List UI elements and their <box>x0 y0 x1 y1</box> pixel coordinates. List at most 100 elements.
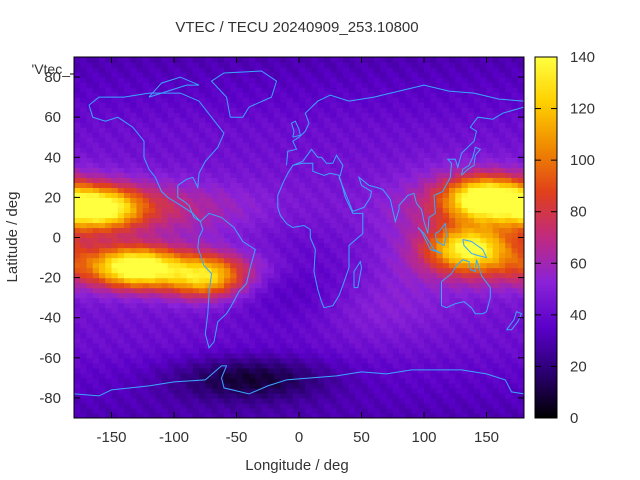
vtec-cell <box>242 142 250 148</box>
vtec-cell <box>336 392 344 399</box>
vtec-cell <box>374 252 381 259</box>
vtec-cell <box>436 397 444 404</box>
vtec-cell <box>80 117 88 123</box>
vtec-cell <box>492 272 500 279</box>
vtec-cell <box>355 237 363 244</box>
vtec-cell <box>155 397 163 404</box>
vtec-cell <box>492 107 500 113</box>
vtec-cell <box>255 362 263 369</box>
vtec-cell <box>255 67 263 73</box>
vtec-cell <box>286 362 294 369</box>
vtec-cell <box>149 347 156 354</box>
vtec-cell <box>299 137 306 143</box>
vtec-cell <box>324 122 331 128</box>
vtec-cell <box>167 192 175 198</box>
vtec-cell <box>180 117 188 123</box>
vtec-cell <box>367 62 375 68</box>
vtec-cell <box>336 117 344 123</box>
vtec-cell <box>311 307 319 314</box>
vtec-cell <box>224 402 231 409</box>
vtec-cell <box>367 392 375 399</box>
vtec-cell <box>192 102 200 108</box>
vtec-cell <box>236 312 244 319</box>
vtec-cell <box>105 102 113 108</box>
vtec-cell <box>492 312 500 319</box>
vtec-cell <box>74 302 81 309</box>
vtec-cell <box>355 267 363 274</box>
vtec-cell <box>486 87 494 93</box>
vtec-cell <box>224 317 231 324</box>
vtec-cell <box>436 237 444 244</box>
vtec-cell <box>405 292 413 299</box>
vtec-cell <box>374 142 381 148</box>
vtec-cell <box>480 367 488 374</box>
vtec-cell <box>361 312 369 319</box>
vtec-cell <box>386 172 394 178</box>
vtec-cell <box>467 362 475 369</box>
vtec-cell <box>224 67 231 73</box>
vtec-cell <box>280 142 288 148</box>
vtec-cell <box>242 217 250 224</box>
vtec-cell <box>105 97 113 103</box>
vtec-cell <box>199 62 206 68</box>
vtec-cell <box>80 87 88 93</box>
vtec-cell <box>430 252 438 259</box>
vtec-cell <box>311 202 319 209</box>
vtec-cell <box>424 237 431 244</box>
vtec-cell <box>449 167 456 173</box>
vtec-cell <box>336 147 344 153</box>
vtec-cell <box>117 77 125 83</box>
vtec-cell <box>299 172 306 178</box>
vtec-cell <box>124 157 131 163</box>
vtec-cell <box>455 92 463 98</box>
vtec-cell <box>161 62 169 68</box>
vtec-cell <box>492 82 500 88</box>
vtec-cell <box>192 242 200 249</box>
vtec-cell <box>342 92 350 98</box>
vtec-cell <box>80 102 88 108</box>
vtec-cell <box>417 137 425 143</box>
vtec-cell <box>317 282 325 289</box>
vtec-cell <box>180 102 188 108</box>
vtec-cell <box>305 292 313 299</box>
vtec-cell <box>86 302 94 309</box>
vtec-cell <box>305 217 313 224</box>
vtec-cell <box>186 337 194 344</box>
vtec-cell <box>317 302 325 309</box>
vtec-cell <box>317 112 325 118</box>
vtec-cell <box>205 312 213 319</box>
vtec-cell <box>211 262 219 269</box>
vtec-cell <box>436 367 444 374</box>
vtec-cell <box>124 67 131 73</box>
vtec-cell <box>186 302 194 309</box>
vtec-cell <box>217 197 225 203</box>
vtec-cell <box>367 172 375 178</box>
vtec-cell <box>230 207 238 214</box>
vtec-cell <box>424 67 431 73</box>
vtec-cell <box>105 292 113 299</box>
vtec-cell <box>442 302 450 309</box>
vtec-cell <box>167 252 175 259</box>
vtec-cell <box>342 122 350 128</box>
vtec-cell <box>449 92 456 98</box>
vtec-cell <box>499 212 506 219</box>
vtec-cell <box>161 317 169 324</box>
vtec-cell <box>399 147 406 153</box>
vtec-cell <box>374 152 381 158</box>
vtec-cell <box>167 62 175 68</box>
vtec-cell <box>249 77 256 83</box>
vtec-cell <box>474 372 481 379</box>
vtec-cell <box>161 92 169 98</box>
vtec-cell <box>499 257 506 264</box>
vtec-cell <box>330 72 338 78</box>
vtec-cell <box>436 362 444 369</box>
vtec-cell <box>255 187 263 193</box>
vtec-cell <box>317 242 325 249</box>
vtec-cell <box>249 377 256 384</box>
vtec-cell <box>211 127 219 133</box>
vtec-cell <box>355 192 363 198</box>
vtec-cell <box>355 87 363 93</box>
vtec-cell <box>399 97 406 103</box>
vtec-cell <box>99 217 106 224</box>
vtec-cell <box>455 337 463 344</box>
